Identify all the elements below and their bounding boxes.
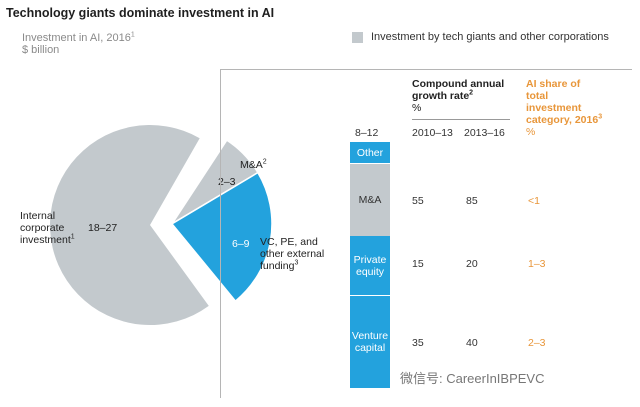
legend: Investment by tech giants and other corp… [352, 31, 609, 43]
pie-slice-vc [170, 171, 273, 303]
label-ma: M&A2 [240, 158, 267, 172]
cagr-divider [412, 119, 510, 120]
value-ma: 2–3 [218, 176, 236, 188]
bar-segment-venture-capital: Venture capital [350, 296, 390, 388]
bar-total: 8–12 [355, 127, 379, 139]
ai-share-header: AI share of total investment category, 2… [526, 78, 603, 138]
label-internal: Internal corporate investment1 [20, 210, 75, 246]
row-pe-ai-share: 1–3 [528, 258, 546, 270]
breakdown-panel [220, 69, 632, 398]
chart-title: Technology giants dominate investment in… [6, 6, 275, 20]
watermark: 微信号: CareerInIBPEVC [400, 371, 545, 386]
label-vc: VC, PE, and other external funding3 [260, 236, 325, 272]
chart-subtitle: Investment in AI, 20161 [22, 31, 135, 44]
pie-slice-internal [49, 124, 209, 325]
column-2013-16: 2013–16 [464, 127, 505, 139]
row-ma-cagr-2010-13: 55 [412, 195, 424, 207]
legend-swatch [352, 31, 363, 43]
bar-segment-private-equity: Private equity [350, 236, 390, 296]
column-2010-13: 2010–13 [412, 127, 453, 139]
row-ma-ai-share: <1 [528, 195, 540, 207]
bar-segment-ma: M&A [350, 164, 390, 236]
row-vc-cagr-2013-16: 40 [466, 337, 478, 349]
row-pe-cagr-2013-16: 20 [466, 258, 478, 270]
row-vc-cagr-2010-13: 35 [412, 337, 424, 349]
row-pe-cagr-2010-13: 15 [412, 258, 424, 270]
row-vc-ai-share: 2–3 [528, 337, 546, 349]
chart-unit: $ billion [22, 44, 60, 56]
value-internal: 18–27 [88, 222, 118, 234]
cagr-header: Compound annual growth rate2 % [412, 78, 505, 114]
row-ma-cagr-2013-16: 85 [466, 195, 478, 207]
value-vc: 6–9 [232, 238, 250, 250]
legend-label: Investment by tech giants and other corp… [371, 31, 609, 43]
bar-segment-other: Other [350, 142, 390, 164]
